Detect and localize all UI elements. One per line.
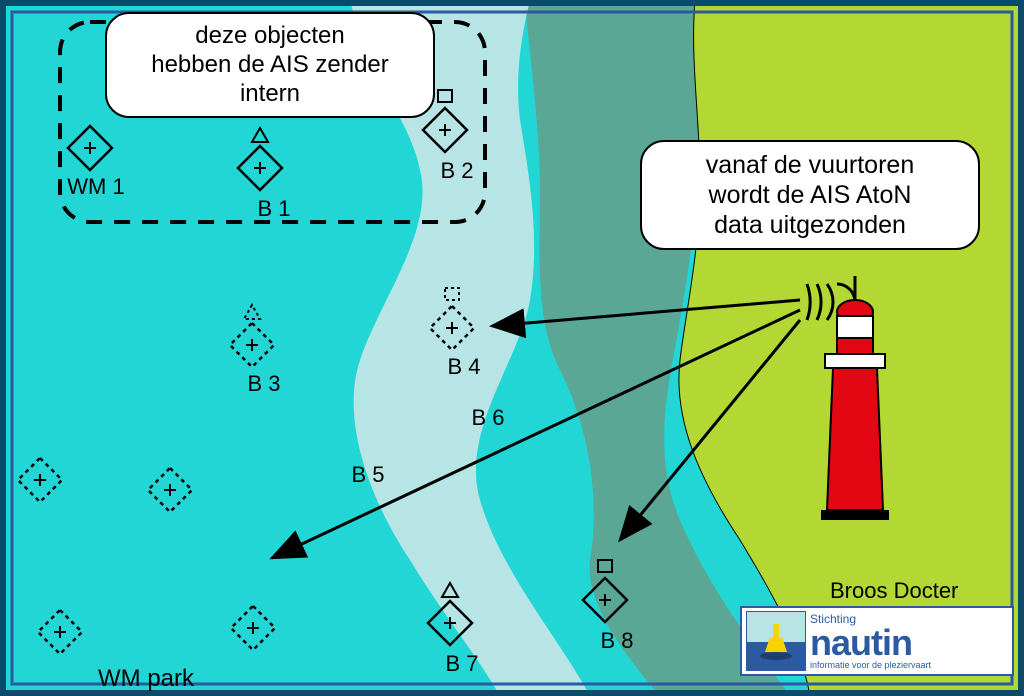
callout-line: intern	[125, 80, 415, 109]
nautin-logo: Stichting nautin informatie voor de plez…	[740, 606, 1014, 676]
callout-lighthouse-ais: vanaf de vuurtoren wordt de AIS AtoN dat…	[640, 140, 980, 250]
callout-line: deze objecten	[125, 22, 415, 51]
callout-line: vanaf de vuurtoren	[660, 150, 960, 180]
credit-label: Broos Docter	[830, 578, 958, 604]
marker-label-b6: B 6	[448, 405, 528, 431]
logo-big-text: nautin	[810, 625, 931, 661]
callout-line: hebben de AIS zender	[125, 51, 415, 80]
callout-line: wordt de AIS AtoN	[660, 180, 960, 210]
logo-tagline: informatie voor de pleziervaart	[810, 661, 931, 670]
callout-line: data uitgezonden	[660, 210, 960, 240]
marker-label-b3: B 3	[224, 371, 304, 397]
marker-label-b1: B 1	[234, 196, 314, 222]
callout-internal-ais: deze objecten hebben de AIS zender inter…	[105, 12, 435, 118]
marker-label-b7: B 7	[422, 651, 502, 677]
label-wm-park: WM park	[98, 665, 194, 693]
marker-label-b4: B 4	[424, 354, 504, 380]
marker-label-wm1: WM 1	[56, 174, 136, 200]
marker-label-b5: B 5	[328, 462, 408, 488]
marker-label-b8: B 8	[577, 628, 657, 654]
marker-label-b2: B 2	[417, 158, 497, 184]
logo-icon	[746, 611, 806, 671]
